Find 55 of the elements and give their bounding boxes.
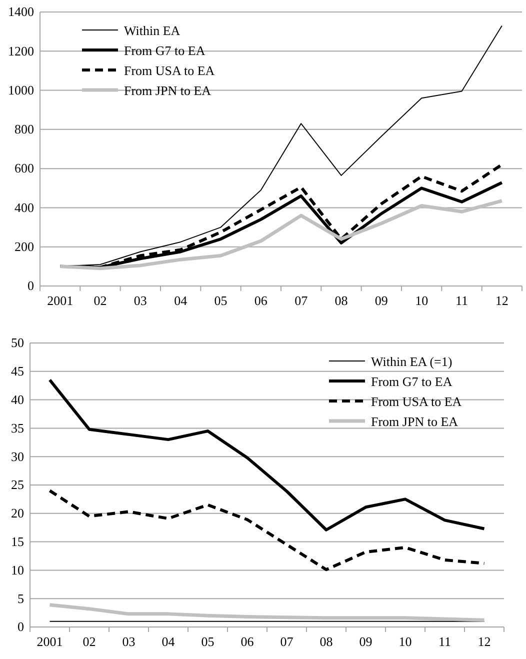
legend-label: From USA to EA [124,63,216,78]
y-tick-label: 20 [11,506,24,521]
x-tick-label: 05 [214,293,228,308]
y-tick-label: 200 [14,239,34,254]
x-tick-label: 08 [320,634,333,650]
y-tick-label: 400 [14,200,34,215]
y-tick-label: 50 [11,335,24,350]
line-series [48,378,486,532]
x-tick-label: 02 [82,634,96,650]
y-tick-label: 1200 [8,43,34,58]
legend-label: From G7 to EA [371,374,453,389]
x-tick-label: 06 [254,293,268,308]
x-tick-label: 04 [162,634,176,650]
x-tick-label: 04 [174,293,188,308]
x-tick-label: 09 [359,634,372,650]
x-tick-label: 08 [334,293,348,308]
legend-label: From JPN to EA [371,414,459,429]
legend-label: From USA to EA [371,394,462,409]
legend-label: From JPN to EA [124,83,212,98]
y-tick-label: 600 [14,160,34,176]
x-tick-label: 10 [415,293,428,308]
x-tick-label: 07 [294,293,308,308]
x-tick-label: 2001 [36,634,63,650]
y-tick-label: 10 [11,562,24,578]
x-tick-label: 11 [455,293,468,308]
y-tick-label: 0 [28,278,34,294]
y-tick-label: 15 [11,534,24,549]
y-tick-label: 35 [11,420,24,436]
y-tick-label: 1000 [8,82,34,98]
legend-label: Within EA [124,23,181,38]
y-tick-label: 5 [18,590,24,606]
y-tick-label: 45 [11,364,24,379]
x-tick-label: 07 [280,634,294,650]
legend-label: From G7 to EA [124,43,206,58]
x-tick-label: 10 [398,634,412,650]
line-series [58,199,504,270]
y-tick-label: 800 [14,122,34,137]
x-tick-label: 02 [94,293,107,308]
legend-label: Within EA (=1) [371,354,452,369]
y-tick-label: 25 [11,477,24,492]
x-tick-label: 03 [134,293,147,308]
x-tick-label: 03 [122,634,136,650]
x-tick-label: 05 [201,634,214,650]
line-series [48,603,486,622]
y-tick-label: 1400 [8,4,34,20]
x-tick-label: 12 [478,634,491,650]
x-tick-label: 06 [240,634,254,650]
x-tick-label: 09 [374,293,388,308]
y-tick-label: 40 [11,392,24,407]
x-tick-label: 12 [495,293,508,308]
y-tick-label: 0 [18,619,24,634]
x-tick-label: 11 [438,634,452,650]
x-tick-label: 2001 [47,293,74,308]
line-series [48,489,486,572]
y-tick-label: 30 [11,448,24,464]
